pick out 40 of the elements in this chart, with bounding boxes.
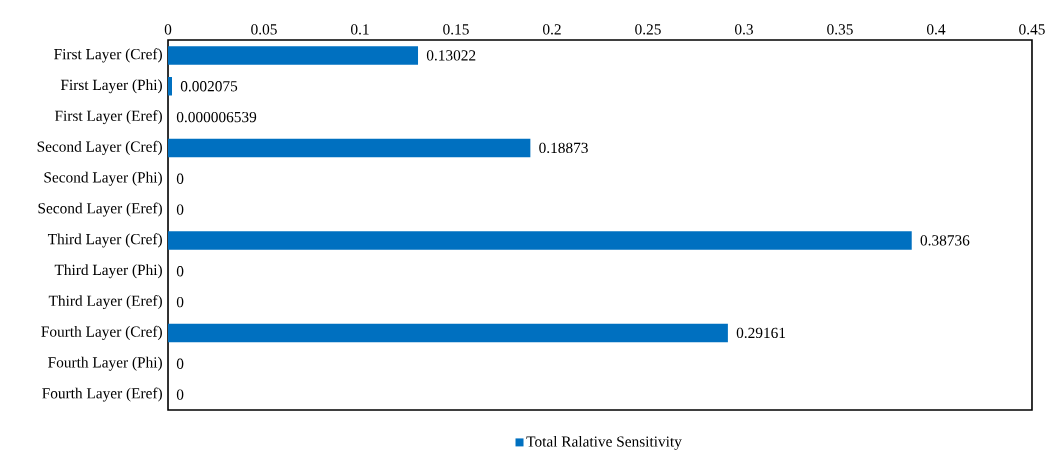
x-tick-label: 0.15 <box>443 24 469 35</box>
bar <box>168 76 172 96</box>
bar <box>168 231 912 250</box>
data-label: 0 <box>176 358 184 369</box>
x-tick-label: 0.45 <box>1019 24 1045 35</box>
x-tick-label: 0.35 <box>827 24 853 35</box>
data-label: 0 <box>176 266 184 277</box>
x-tick-label: 0 <box>164 24 172 35</box>
x-tick-label: 0.4 <box>927 24 946 35</box>
y-tick-label: Third Layer (Cref) <box>47 233 162 248</box>
y-tick-label: Second Layer (Eref) <box>38 202 162 217</box>
y-tick-label: First Layer (Phi) <box>60 79 162 94</box>
y-tick-label: Fourth Layer (Eref) <box>42 387 162 402</box>
y-tick-label: Third Layer (Phi) <box>54 264 162 279</box>
bar <box>168 323 728 343</box>
x-tick-label: 0.3 <box>735 24 753 35</box>
y-tick-label: First Layer (Eref) <box>54 110 162 125</box>
y-tick-label: Third Layer (Eref) <box>48 295 162 310</box>
x-tick-label: 0.1 <box>351 24 369 35</box>
y-tick-label: Fourth Layer (Cref) <box>41 325 162 340</box>
y-tick-label: Second Layer (Cref) <box>37 140 162 155</box>
y-tick-label: First Layer (Cref) <box>54 48 162 63</box>
data-label: 0.002075 <box>180 81 238 92</box>
y-tick-label: Second Layer (Phi) <box>44 171 162 186</box>
data-label: 0.29161 <box>736 327 786 339</box>
y-tick-label: Fourth Layer (Phi) <box>48 356 162 371</box>
data-label: 0.38736 <box>920 235 970 246</box>
x-tick-label: 0.05 <box>251 24 277 35</box>
data-label: 0 <box>176 389 184 400</box>
data-label: 0 <box>176 173 184 184</box>
data-label: 0 <box>176 296 184 308</box>
x-tick-label: 0.25 <box>635 24 661 35</box>
data-label: 0.18873 <box>539 142 588 154</box>
bar <box>168 46 419 65</box>
data-label: 0.000006539 <box>176 111 257 123</box>
legend-label: Total Ralative Sensitivity <box>526 435 682 450</box>
bar <box>168 138 531 158</box>
data-label: 0 <box>176 204 184 215</box>
data-label: 0.13022 <box>426 50 476 61</box>
x-tick-label: 0.2 <box>543 24 561 35</box>
